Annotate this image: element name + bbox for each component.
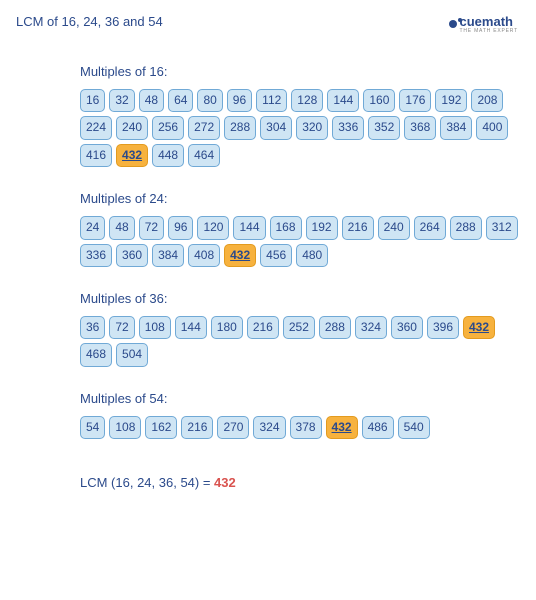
multiple-chip: 48: [109, 216, 134, 239]
multiple-chip: 160: [363, 89, 395, 112]
multiple-chip: 176: [399, 89, 431, 112]
multiple-chip: 216: [181, 416, 213, 439]
multiple-chip: 144: [327, 89, 359, 112]
page-title: LCM of 16, 24, 36 and 54: [16, 14, 163, 29]
section-label: Multiples of 54:: [80, 391, 522, 406]
multiple-chip: 32: [109, 89, 134, 112]
multiple-chip-highlight: 432: [326, 416, 358, 439]
result-label: LCM (16, 24, 36, 54) =: [80, 475, 214, 490]
multiple-chip: 384: [152, 244, 184, 267]
multiple-chip: 368: [404, 116, 436, 139]
multiple-chip: 162: [145, 416, 177, 439]
multiple-chip: 192: [435, 89, 467, 112]
multiple-chip: 360: [116, 244, 148, 267]
multiple-chip: 240: [116, 116, 148, 139]
multiple-chip: 256: [152, 116, 184, 139]
multiple-chip: 168: [270, 216, 302, 239]
brand-name: cuemath: [460, 14, 513, 29]
header: LCM of 16, 24, 36 and 54 cuemath THE MAT…: [0, 0, 536, 40]
section-label: Multiples of 36:: [80, 291, 522, 306]
multiple-chip: 112: [256, 89, 287, 112]
multiple-chip: 144: [175, 316, 207, 339]
multiple-chip: 216: [247, 316, 279, 339]
multiple-chip: 36: [80, 316, 105, 339]
chip-row: 24487296120144168192216240264288312 33636…: [80, 216, 522, 267]
multiple-chip: 144: [233, 216, 265, 239]
multiple-chip-highlight: 432: [224, 244, 256, 267]
brand-tagline: THE MATH EXPERT: [460, 29, 519, 34]
section-label: Multiples of 24:: [80, 191, 522, 206]
multiple-chip: 224: [80, 116, 112, 139]
multiple-chip: 396: [427, 316, 459, 339]
multiple-chip: 540: [398, 416, 430, 439]
multiple-chip: 360: [391, 316, 423, 339]
multiple-chip: 416: [80, 144, 112, 167]
section-label: Multiples of 16:: [80, 64, 522, 79]
multiple-chip: 312: [486, 216, 518, 239]
multiple-chip: 352: [368, 116, 400, 139]
brand-logo: cuemath THE MATH EXPERT: [449, 14, 519, 34]
multiple-chip: 24: [80, 216, 105, 239]
multiple-chip: 80: [197, 89, 222, 112]
multiple-chip: 16: [80, 89, 105, 112]
multiple-chip: 288: [450, 216, 482, 239]
multiples-section: Multiples of 54: 541081622162703243784324…: [80, 391, 522, 439]
multiple-chip: 240: [378, 216, 410, 239]
multiples-section: Multiples of 36: 367210814418021625228832…: [80, 291, 522, 367]
multiple-chip: 252: [283, 316, 315, 339]
result-value: 432: [214, 475, 236, 490]
multiple-chip: 72: [139, 216, 164, 239]
multiple-chip: 378: [290, 416, 322, 439]
content: Multiples of 16:163248648096112128144160…: [0, 64, 536, 490]
multiple-chip: 48: [139, 89, 164, 112]
multiple-chip: 270: [217, 416, 249, 439]
multiple-chip: 400: [476, 116, 508, 139]
multiple-chip-highlight: 432: [116, 144, 148, 167]
multiple-chip: 336: [80, 244, 112, 267]
multiple-chip: 208: [471, 89, 503, 112]
multiple-chip: 304: [260, 116, 292, 139]
multiple-chip: 464: [188, 144, 220, 167]
multiple-chip: 320: [296, 116, 328, 139]
multiple-chip: 384: [440, 116, 472, 139]
logo-icon: [449, 20, 457, 28]
multiple-chip-highlight: 432: [463, 316, 495, 339]
multiple-chip: 96: [168, 216, 193, 239]
multiple-chip: 108: [109, 416, 141, 439]
multiple-chip: 120: [197, 216, 229, 239]
multiples-section: Multiples of 16: 163248648096112128144160…: [80, 64, 522, 167]
result-line: LCM (16, 24, 36, 54) = 432: [80, 475, 522, 490]
multiple-chip: 264: [414, 216, 446, 239]
chip-row: 54108162216270324378432486540: [80, 416, 522, 439]
logo-text-wrap: cuemath THE MATH EXPERT: [460, 14, 519, 34]
multiple-chip: 504: [116, 343, 148, 366]
multiple-chip: 324: [355, 316, 387, 339]
multiple-chip: 128: [291, 89, 323, 112]
multiple-chip: 324: [253, 416, 285, 439]
multiple-chip: 108: [139, 316, 171, 339]
multiple-chip: 54: [80, 416, 105, 439]
chip-row: 1632486480961121281441601761922082242402…: [80, 89, 522, 167]
multiple-chip: 468: [80, 343, 112, 366]
multiple-chip: 480: [296, 244, 328, 267]
multiple-chip: 192: [306, 216, 338, 239]
multiple-chip: 72: [109, 316, 134, 339]
multiple-chip: 456: [260, 244, 292, 267]
multiple-chip: 336: [332, 116, 364, 139]
multiple-chip: 486: [362, 416, 394, 439]
chip-row: 3672108144180216252288324360396432 468504: [80, 316, 522, 367]
multiple-chip: 288: [224, 116, 256, 139]
multiples-section: Multiples of 24:244872961201441681922162…: [80, 191, 522, 267]
multiple-chip: 64: [168, 89, 193, 112]
multiple-chip: 288: [319, 316, 351, 339]
multiple-chip: 448: [152, 144, 184, 167]
multiple-chip: 180: [211, 316, 243, 339]
multiple-chip: 408: [188, 244, 220, 267]
multiple-chip: 96: [227, 89, 252, 112]
multiple-chip: 216: [342, 216, 374, 239]
multiple-chip: 272: [188, 116, 220, 139]
